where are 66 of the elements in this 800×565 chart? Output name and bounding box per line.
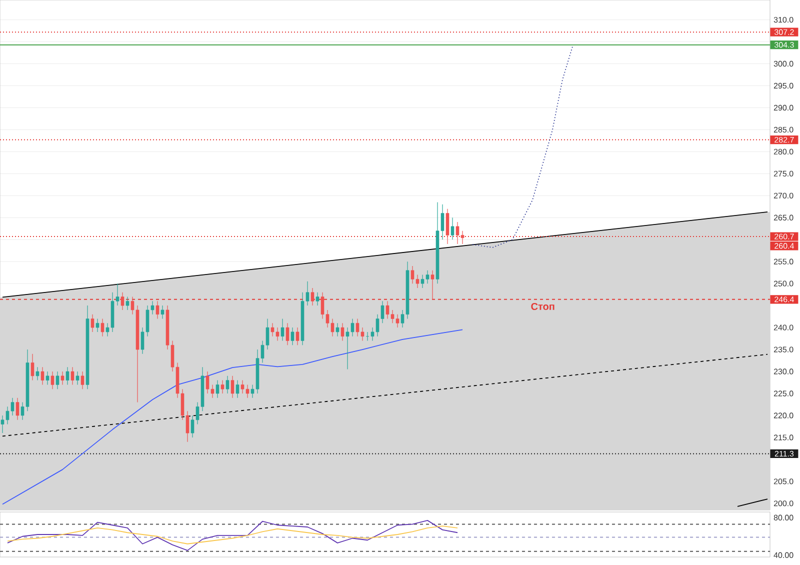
candlestick	[230, 376, 234, 398]
y-tick-label: 240.0	[774, 324, 794, 330]
y-tick-label: 80.00	[774, 514, 794, 520]
line-series	[2, 329, 463, 505]
ref-line-label: 304.3	[774, 42, 794, 48]
candlestick	[280, 318, 284, 342]
y-tick-label: 250.0	[774, 280, 794, 286]
annotation: 260.4	[774, 243, 794, 249]
candlestick	[76, 371, 80, 385]
y-tick-label: 290.0	[774, 104, 794, 111]
candlestick	[340, 322, 344, 342]
candlestick	[296, 327, 300, 346]
candlestick	[446, 208, 450, 244]
candlestick	[50, 371, 54, 390]
candlestick	[90, 314, 94, 332]
candlestick	[30, 354, 34, 381]
ref-line-label: 282.7	[774, 136, 794, 143]
candlestick	[430, 270, 434, 300]
y-tick-label: 310.0	[774, 16, 794, 23]
y-tick-label: 265.0	[774, 214, 794, 220]
candlestick	[66, 366, 70, 385]
candlestick	[80, 371, 84, 390]
candlestick	[226, 376, 230, 394]
y-tick-label: 40.00	[774, 552, 794, 558]
candlestick	[120, 292, 124, 310]
y-tick-label: 220.0	[774, 412, 794, 418]
candlestick	[286, 322, 290, 346]
candlestick	[126, 296, 130, 310]
candlestick	[156, 300, 160, 320]
candlestick	[70, 366, 74, 385]
y-tick-label: 215.0	[774, 434, 794, 440]
y-tick-label: 295.0	[774, 82, 794, 89]
candlestick	[16, 398, 20, 420]
ref-line-label: 260.7	[774, 234, 794, 240]
y-tick-label: 300.0	[774, 60, 794, 67]
candlestick	[96, 318, 100, 332]
candlestick	[216, 380, 220, 398]
y-tick-label: 285.0	[774, 126, 794, 133]
ref-line-label: 211.3	[774, 450, 794, 457]
ref-line-label: Стоп	[531, 302, 554, 310]
candlestick	[220, 380, 224, 394]
y-tick-label: 230.0	[774, 368, 794, 374]
candlestick	[60, 371, 64, 385]
candlestick	[160, 305, 164, 320]
ref-line-label: 307.2	[774, 29, 794, 35]
candlestick	[290, 327, 294, 346]
y-tick-label: 255.0	[774, 258, 794, 264]
y-tick-label: 225.0	[774, 390, 794, 396]
y-tick-label: 275.0	[774, 170, 794, 176]
y-tick-label: 200.0	[774, 500, 794, 506]
y-tick-label: 280.0	[774, 148, 794, 155]
annotation: 246.4	[774, 296, 794, 302]
candlestick	[450, 217, 454, 240]
candlestick	[36, 366, 40, 381]
candlestick	[46, 371, 50, 385]
line-series	[472, 46, 573, 248]
candlestick	[336, 322, 340, 337]
candlestick	[236, 380, 240, 398]
candlestick	[56, 371, 60, 390]
y-tick-label: 205.0	[774, 478, 794, 484]
candlestick	[40, 366, 44, 385]
y-tick-label: 235.0	[774, 346, 794, 352]
candlestick	[100, 318, 104, 337]
candlestick	[316, 292, 320, 306]
candlestick	[310, 288, 314, 306]
y-tick-label: 270.0	[774, 192, 794, 198]
